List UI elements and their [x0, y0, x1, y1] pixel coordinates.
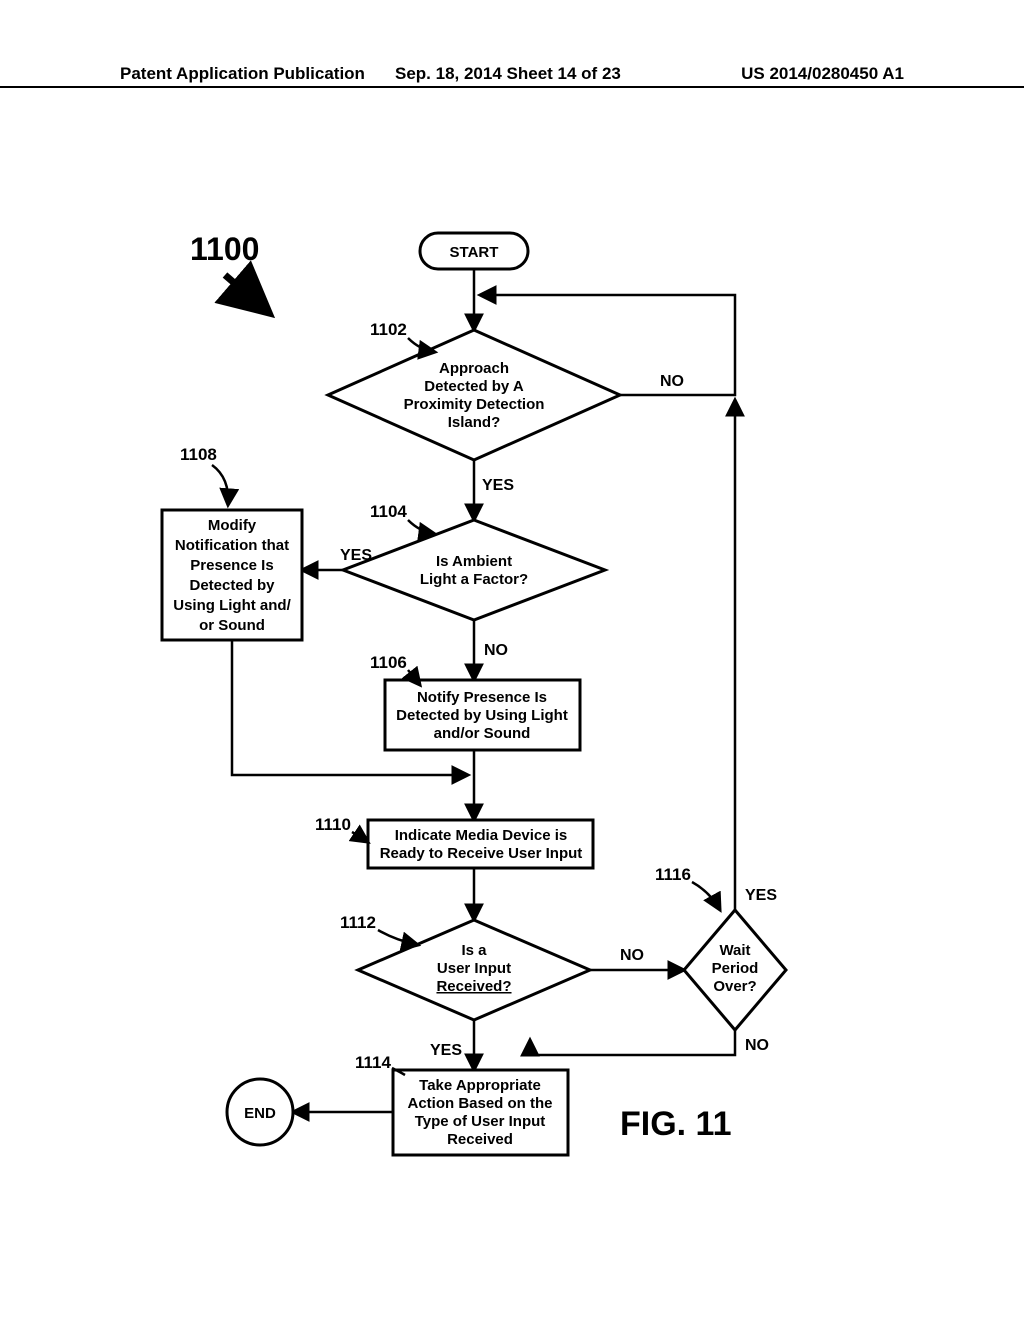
decision-1102 — [328, 330, 620, 460]
edge-1104-no-label: NO — [484, 642, 508, 659]
d1116-l1: Wait — [719, 942, 750, 959]
label-1110: 1110 — [315, 815, 351, 834]
b1108-l2: Notification that — [175, 537, 289, 554]
callout-1116 — [692, 882, 720, 910]
d1102-l3: Proximity Detection — [404, 396, 545, 413]
b1108-l6: or Sound — [199, 617, 265, 634]
figure-ref: 1100 — [190, 231, 259, 267]
b1110-l2: Ready to Receive User Input — [380, 845, 583, 862]
label-1108: 1108 — [180, 445, 217, 464]
d1104-l1: Is Ambient — [436, 553, 512, 570]
b1114-l3: Type of User Input — [415, 1113, 546, 1130]
d1104-l2: Light a Factor? — [420, 571, 528, 588]
label-1112: 1112 — [340, 913, 376, 932]
callout-1110 — [352, 832, 368, 842]
b1114-l2: Action Based on the — [407, 1095, 552, 1112]
b1108-l5: Using Light and/ — [173, 597, 291, 614]
d1112-l2: User Input — [437, 960, 511, 977]
callout-1108 — [212, 465, 228, 505]
edge-1104-yes-label: YES — [340, 547, 372, 564]
ref-arrow — [225, 275, 268, 312]
b1106-l3: and/or Sound — [434, 725, 531, 742]
edge-1112-yes-label: YES — [430, 1042, 462, 1059]
d1112-l1: Is a — [461, 942, 487, 959]
edge-1116-no-label: NO — [745, 1037, 769, 1054]
callout-1112 — [378, 930, 418, 945]
d1102-l1: Approach — [439, 360, 509, 377]
label-1104: 1104 — [370, 502, 407, 521]
b1114-l4: Received — [447, 1131, 513, 1148]
flowchart-svg: 1100 START Approach Detected by A Proxim… — [0, 0, 1024, 1320]
edge-1116-no — [530, 1030, 735, 1055]
b1108-l1: Modify — [208, 517, 257, 534]
b1106-l1: Notify Presence Is — [417, 689, 547, 706]
label-1116: 1116 — [655, 865, 691, 884]
b1106-l2: Detected by Using Light — [396, 707, 568, 724]
d1102-l2: Detected by A — [424, 378, 524, 395]
label-1106: 1106 — [370, 653, 407, 672]
d1102-l4: Island? — [448, 414, 501, 431]
label-1102: 1102 — [370, 320, 407, 339]
d1116-l3: Over? — [713, 978, 756, 995]
b1108-l4: Detected by — [189, 577, 275, 594]
edge-1116-yes-label: YES — [745, 887, 777, 904]
d1116-l2: Period — [712, 960, 759, 977]
edge-1102-no-label: NO — [660, 373, 684, 390]
edge-1112-no-label: NO — [620, 947, 644, 964]
b1110-l1: Indicate Media Device is — [395, 827, 568, 844]
label-1114: 1114 — [355, 1053, 391, 1072]
end-label: END — [244, 1105, 276, 1122]
page: Patent Application Publication Sep. 18, … — [0, 0, 1024, 1320]
figure-title: FIG. 11 — [620, 1105, 732, 1143]
decision-1104 — [343, 520, 605, 620]
edge-1102-yes-label: YES — [482, 477, 514, 494]
b1114-l1: Take Appropriate — [419, 1077, 541, 1094]
callout-1104 — [408, 520, 435, 534]
start-label: START — [450, 244, 499, 261]
b1108-l3: Presence Is — [190, 557, 273, 574]
d1112-l3: Received? — [436, 978, 511, 995]
